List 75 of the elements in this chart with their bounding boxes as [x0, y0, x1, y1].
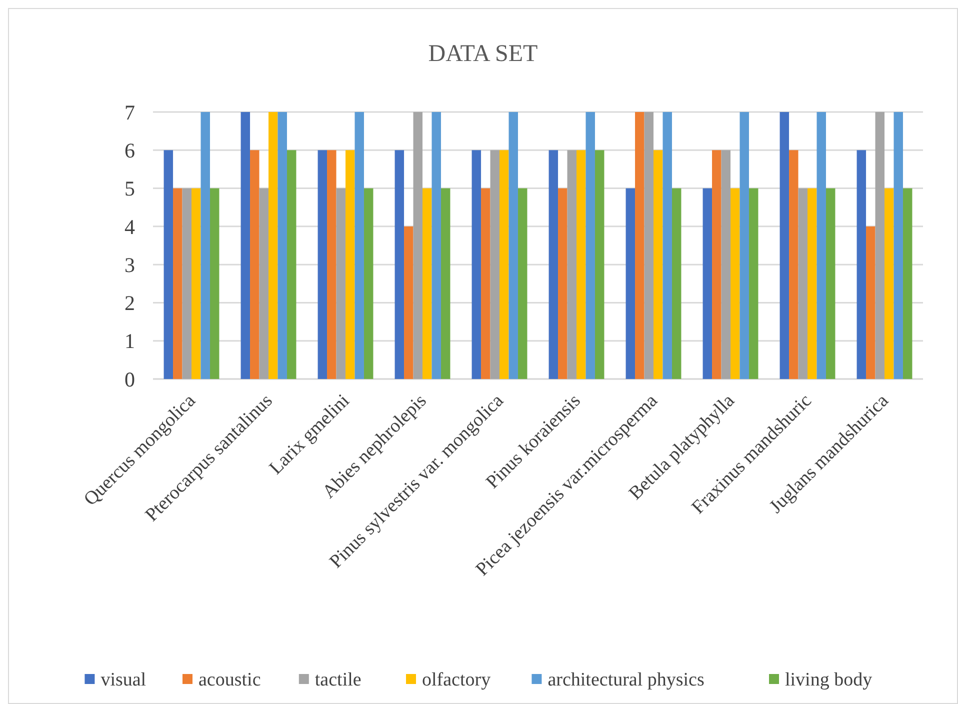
bar: [318, 150, 328, 379]
bar: [250, 150, 260, 379]
bar: [594, 150, 604, 379]
chart-title: DATA SET: [428, 41, 538, 67]
bar: [164, 150, 174, 379]
bar: [635, 112, 644, 379]
bar: [200, 112, 210, 379]
bar: [278, 112, 287, 379]
y-tick-label: 7: [124, 100, 135, 124]
bar: [626, 188, 636, 379]
bar: [748, 188, 758, 379]
bar: [413, 112, 422, 379]
bar: [432, 112, 441, 379]
legend-label: living body: [785, 670, 873, 691]
legend-label: architectural physics: [548, 670, 704, 691]
bar: [286, 150, 296, 379]
bar: [644, 112, 654, 379]
bar: [259, 188, 268, 379]
y-tick-label: 3: [124, 252, 135, 277]
bar: [567, 150, 576, 379]
bar: [354, 112, 364, 379]
bar: [826, 188, 836, 379]
bar: [798, 188, 808, 379]
bar: [808, 188, 817, 379]
bar: [404, 226, 414, 379]
bar: [481, 188, 490, 379]
bar: [327, 150, 336, 379]
bar: [576, 150, 586, 379]
bar: [856, 150, 866, 379]
bar: [346, 150, 355, 379]
bar: [182, 188, 192, 379]
bar: [192, 188, 201, 379]
bar: [518, 188, 528, 379]
bar: [558, 188, 568, 379]
bar: [586, 112, 595, 379]
legend-label: acoustic: [198, 670, 261, 691]
bar: [789, 150, 798, 379]
bar: [240, 112, 250, 379]
bar: [866, 226, 876, 379]
bar: [548, 150, 558, 379]
y-tick-label: 4: [124, 214, 136, 239]
bar: [422, 188, 432, 379]
bar: [730, 188, 740, 379]
y-tick-label: 1: [124, 329, 135, 354]
y-tick-label: 6: [124, 138, 135, 162]
bar: [394, 150, 404, 379]
bar: [364, 188, 374, 379]
bar: [173, 188, 182, 379]
bar: [500, 150, 509, 379]
bar: [210, 188, 220, 379]
bar: [654, 150, 663, 379]
bar: [902, 188, 912, 379]
y-tick-label: 5: [124, 176, 135, 201]
bar: [740, 112, 749, 379]
bar: [440, 188, 450, 379]
bar: [875, 112, 884, 379]
bar: [268, 112, 278, 379]
bar: [662, 112, 672, 379]
bar: [336, 188, 346, 379]
bar: [702, 188, 712, 379]
bar: [672, 188, 682, 379]
bar: [894, 112, 903, 379]
y-tick-label: 0: [124, 367, 135, 392]
legend-label: olfactory: [422, 670, 492, 691]
bar: [780, 112, 790, 379]
bar: [721, 150, 730, 379]
bar: [490, 150, 500, 379]
bar: [508, 112, 518, 379]
legend-label: visual: [100, 670, 146, 691]
y-tick-label: 2: [124, 291, 135, 316]
bar: [712, 150, 722, 379]
legend-label: tactile: [314, 670, 362, 691]
bar: [816, 112, 826, 379]
bar: [472, 150, 482, 379]
bar: [884, 188, 894, 379]
